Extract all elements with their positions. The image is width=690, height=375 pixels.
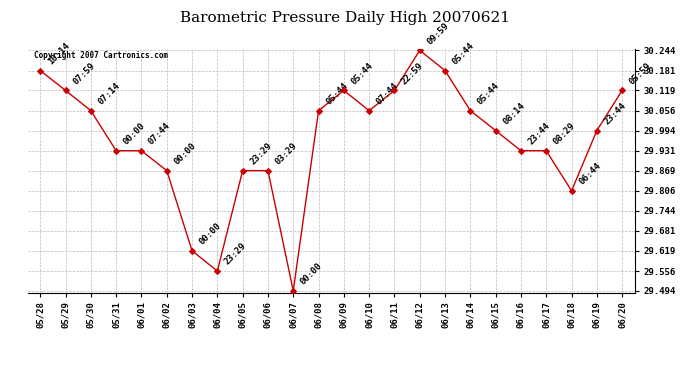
Text: 08:14: 08:14 [501,101,526,126]
Text: Copyright 2007 Cartronics.com: Copyright 2007 Cartronics.com [34,51,168,60]
Point [566,188,577,194]
Point [617,87,628,93]
Text: 09:59: 09:59 [425,21,451,46]
Point [262,168,273,174]
Text: 05:44: 05:44 [324,81,349,106]
Point [186,248,197,254]
Text: 23:29: 23:29 [223,242,248,267]
Point [465,108,476,114]
Text: 00:00: 00:00 [121,121,147,147]
Text: 05:44: 05:44 [451,41,476,66]
Point [60,87,71,93]
Point [440,68,451,74]
Text: 06:44: 06:44 [577,161,602,187]
Point [515,148,526,154]
Point [86,108,97,114]
Text: 05:44: 05:44 [476,81,501,106]
Point [136,148,147,154]
Text: 05:59: 05:59 [628,61,653,86]
Point [490,128,501,134]
Point [161,168,172,174]
Point [237,168,248,174]
Text: 22:59: 22:59 [400,61,425,86]
Text: 05:44: 05:44 [349,61,375,86]
Point [364,108,375,114]
Text: 07:59: 07:59 [71,61,97,86]
Text: 23:29: 23:29 [248,141,273,166]
Text: 07:14: 07:14 [97,81,121,106]
Text: Barometric Pressure Daily High 20070621: Barometric Pressure Daily High 20070621 [180,11,510,25]
Text: 00:00: 00:00 [299,261,324,287]
Text: 07:44: 07:44 [375,81,400,106]
Text: 00:00: 00:00 [197,221,223,247]
Text: 03:29: 03:29 [273,141,299,166]
Point [414,47,425,53]
Point [313,108,324,114]
Point [288,288,299,294]
Point [338,87,349,93]
Text: 23:44: 23:44 [526,121,552,147]
Text: 10:14: 10:14 [46,41,71,66]
Text: 07:44: 07:44 [147,121,172,147]
Point [212,268,223,274]
Point [591,128,602,134]
Text: 00:00: 00:00 [172,141,197,166]
Point [389,87,400,93]
Point [541,148,552,154]
Point [34,68,46,74]
Text: 08:29: 08:29 [552,121,577,147]
Text: 23:44: 23:44 [602,101,628,126]
Point [110,148,121,154]
